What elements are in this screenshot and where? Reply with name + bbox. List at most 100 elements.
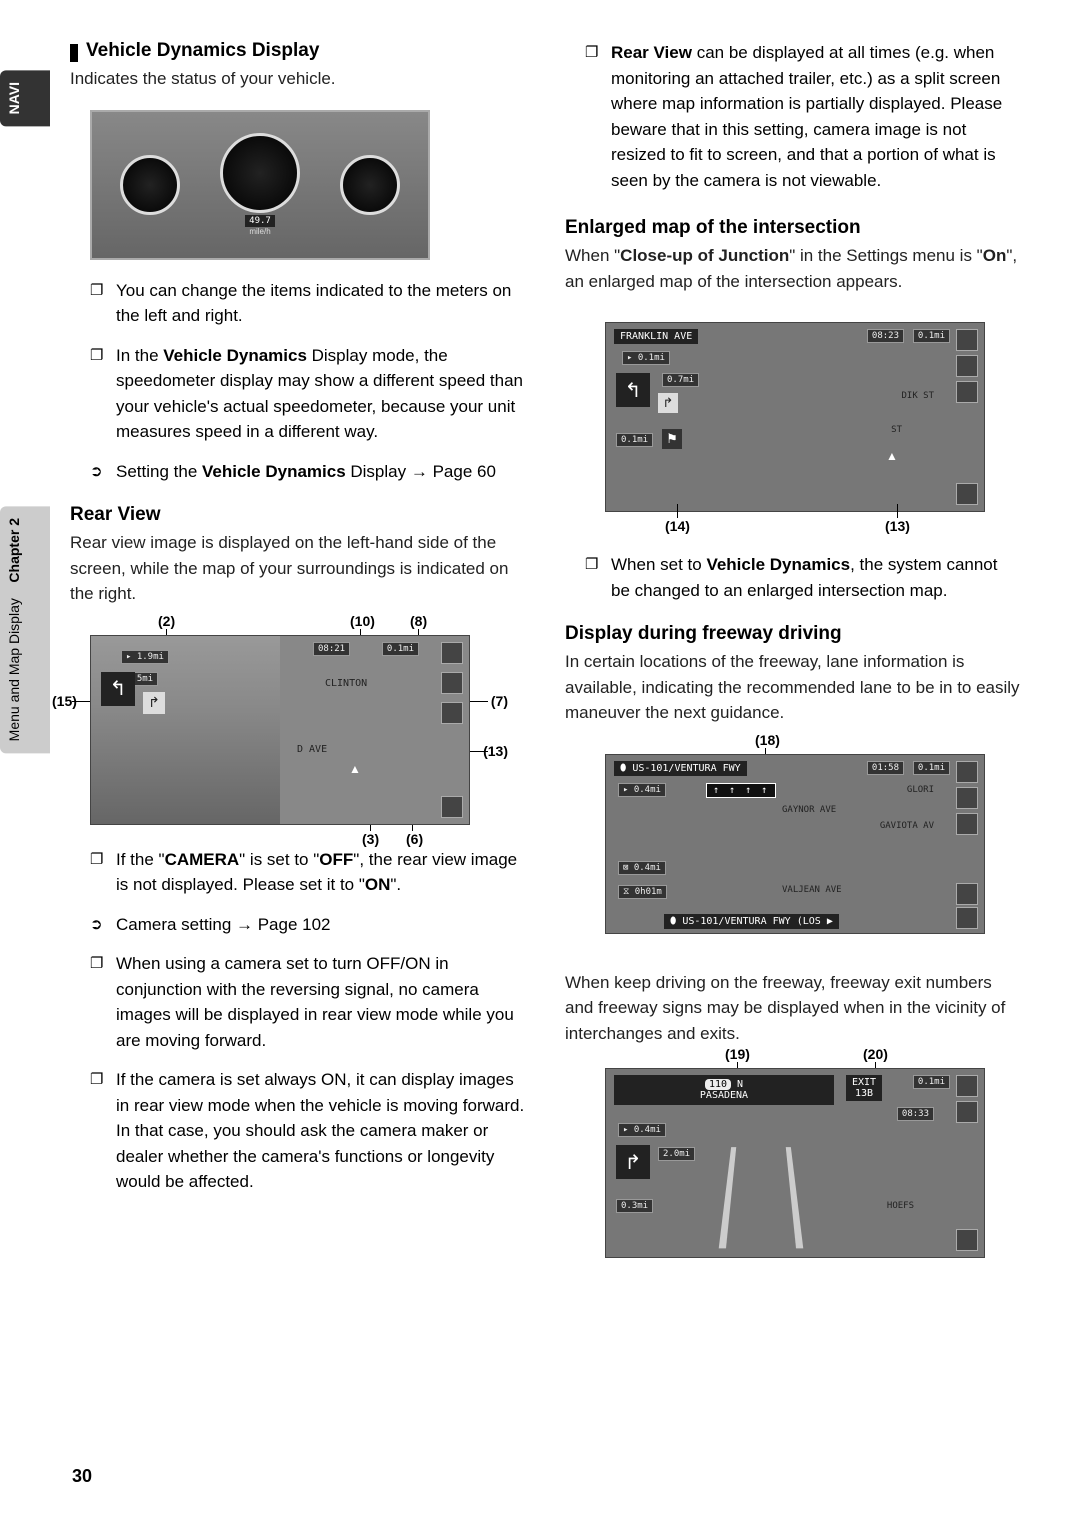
subtitle-enlarged-map: When "Close-up of Junction" in the Setti… xyxy=(565,243,1020,294)
route-banner: ⬮ US-101/VENTURA FWY xyxy=(614,761,747,776)
chip-time: 01:58 xyxy=(867,761,904,775)
callout-8: (8) xyxy=(410,613,427,629)
figure-exit: 110 N PASADENA EXIT 13B 0.1mi 08:33 ▸ 0.… xyxy=(605,1068,985,1258)
street-label: GAYNOR AVE xyxy=(776,803,842,817)
street-banner: FRANKLIN AVE xyxy=(614,329,698,344)
subtitle-rear-view: Rear view image is displayed on the left… xyxy=(70,530,525,607)
figure-exit-wrap: (19) (20) 110 N PASADENA EXIT 13B 0.1mi … xyxy=(605,1068,985,1258)
callout-10: (10) xyxy=(350,613,375,629)
heading-rear-view: Rear View xyxy=(70,504,525,526)
callout-13: (13) xyxy=(885,518,910,534)
heading-freeway: Display during freeway driving xyxy=(565,623,1020,645)
callout-3: (3) xyxy=(362,831,379,847)
street-label: CLINTON xyxy=(319,676,373,691)
note-bold: Rear View xyxy=(611,43,692,62)
note-text: Setting the xyxy=(116,462,202,481)
map-icon-btn xyxy=(956,761,978,783)
link-icon: ➲ xyxy=(90,914,103,937)
note-item: ❐ Rear View can be displayed at all times… xyxy=(585,40,1020,193)
gauge-value: 49.7 xyxy=(245,215,275,227)
subtitle-vehicle-dynamics: Indicates the status of your vehicle. xyxy=(70,66,525,92)
menu-icon xyxy=(956,483,978,505)
note-item: ❐When set to Vehicle Dynamics, the syste… xyxy=(585,552,1020,603)
gauge-unit: mile/h xyxy=(249,227,270,236)
note-text: When using a camera set to turn OFF/ON i… xyxy=(116,954,514,1050)
text: When " xyxy=(565,246,620,265)
chip-dist: 2.0mi xyxy=(658,1147,695,1161)
callout-2: (2) xyxy=(158,613,175,629)
text-bold: On xyxy=(983,246,1007,265)
flag-icon: ⚑ xyxy=(662,429,682,449)
orientation-icon xyxy=(956,355,978,377)
lane-arrows: ↑ ↑ ↑ ↑ xyxy=(706,783,776,798)
note-bold: ON xyxy=(365,875,391,894)
note-item: ❐In the Vehicle Dynamics Display mode, t… xyxy=(90,343,525,445)
chip-dist: 0.3mi xyxy=(616,1199,653,1213)
callout-20: (20) xyxy=(863,1046,888,1062)
note-item: ❐When using a camera set to turn OFF/ON … xyxy=(90,951,525,1053)
scale-icon xyxy=(956,381,978,403)
notes-rear-view-cont: ❐ Rear View can be displayed at all times… xyxy=(565,40,1020,207)
gauge-speed xyxy=(220,133,300,213)
callout-7: (7) xyxy=(491,693,508,709)
note-item: ❐You can change the items indicated to t… xyxy=(90,278,525,329)
note-text: Display → Page 60 xyxy=(346,462,496,481)
map-icon-btn xyxy=(956,1075,978,1097)
heading-enlarged-map: Enlarged map of the intersection xyxy=(565,217,1020,239)
subtitle-freeway: In certain locations of the freeway, lan… xyxy=(565,649,1020,726)
notes-rear-view: ❐If the "CAMERA" is set to "OFF", the re… xyxy=(70,847,525,1209)
note-icon: ❐ xyxy=(90,849,103,872)
note-bold: Vehicle Dynamics xyxy=(202,462,346,481)
note-text: If the camera is set always ON, it can d… xyxy=(116,1070,524,1191)
note-item: ❐If the "CAMERA" is set to "OFF", the re… xyxy=(90,847,525,898)
figure-rear-view-wrap: (2) (10) (8) (15) (7) (13) (3) (6) xyxy=(90,635,470,825)
turn-arrow-secondary-icon: ↱ xyxy=(658,393,678,413)
exit-sign: EXIT 13B xyxy=(846,1075,882,1101)
chip-dist: ▸ 0.1mi xyxy=(622,351,670,365)
figure-freeway-wrap: (18) ⬮ US-101/VENTURA FWY 01:58 0.1mi ▸ … xyxy=(605,754,985,934)
turn-arrow-icon: ↰ xyxy=(101,672,135,706)
chip-dist: ▸ 0.4mi xyxy=(618,783,666,797)
city-label: PASADENA xyxy=(700,1090,748,1101)
route-banner-bottom: ⬮ US-101/VENTURA FWY (LOS ▶ xyxy=(664,914,839,929)
note-text: When set to xyxy=(611,555,706,574)
notes-vehicle-dynamics: ❐You can change the items indicated to t… xyxy=(70,278,525,499)
street-label: ST xyxy=(885,423,908,437)
callout-14: (14) xyxy=(665,518,690,534)
street-label: GLORI xyxy=(901,783,940,797)
figure-freeway: ⬮ US-101/VENTURA FWY 01:58 0.1mi ▸ 0.4mi… xyxy=(605,754,985,934)
chip-time: 08:23 xyxy=(867,329,904,343)
note-text: Camera setting → Page 102 xyxy=(116,915,331,934)
map-icon-btn xyxy=(956,329,978,351)
figure-junction: FRANKLIN AVE 08:23 0.1mi ▸ 0.1mi ↰ 0.7mi… xyxy=(605,322,985,512)
note-icon: ❐ xyxy=(90,345,103,368)
note-bold: Vehicle Dynamics xyxy=(163,346,307,365)
section-label: Menu and Map Display xyxy=(6,599,22,742)
gauge-right xyxy=(340,155,400,215)
figure-gauge-panel: 49.7 mile/h xyxy=(90,110,430,260)
tab-chapter: Menu and Map Display Chapter 2 xyxy=(0,506,50,753)
scale-icon xyxy=(956,813,978,835)
road-graphic xyxy=(719,1147,804,1248)
text: " in the Settings menu is " xyxy=(789,246,983,265)
note-item: ➲ Camera setting → Page 102 xyxy=(90,912,525,938)
note-text: ". xyxy=(390,875,401,894)
note-bold: OFF xyxy=(319,850,353,869)
chip-dist: 0.1mi xyxy=(616,433,653,447)
note-icon: ❐ xyxy=(90,1069,103,1092)
scale-icon xyxy=(441,702,463,724)
callout-19: (19) xyxy=(725,1046,750,1062)
note-bold: Vehicle Dynamics xyxy=(706,555,850,574)
street-label: D AVE xyxy=(291,742,333,757)
note-icon: ❐ xyxy=(90,280,103,303)
note-text: can be displayed at all times (e.g. when… xyxy=(611,43,1002,190)
street-label: HOEFS xyxy=(881,1199,920,1213)
callout-18: (18) xyxy=(755,732,780,748)
menu-icon xyxy=(441,796,463,818)
exit-num: 13B xyxy=(855,1088,873,1099)
note-icon: ❐ xyxy=(585,42,598,65)
flag-icon xyxy=(956,883,978,905)
orientation-icon xyxy=(956,787,978,809)
turn-arrow-icon: ↱ xyxy=(616,1145,650,1179)
note-item: ❐ If the camera is set always ON, it can … xyxy=(90,1067,525,1195)
